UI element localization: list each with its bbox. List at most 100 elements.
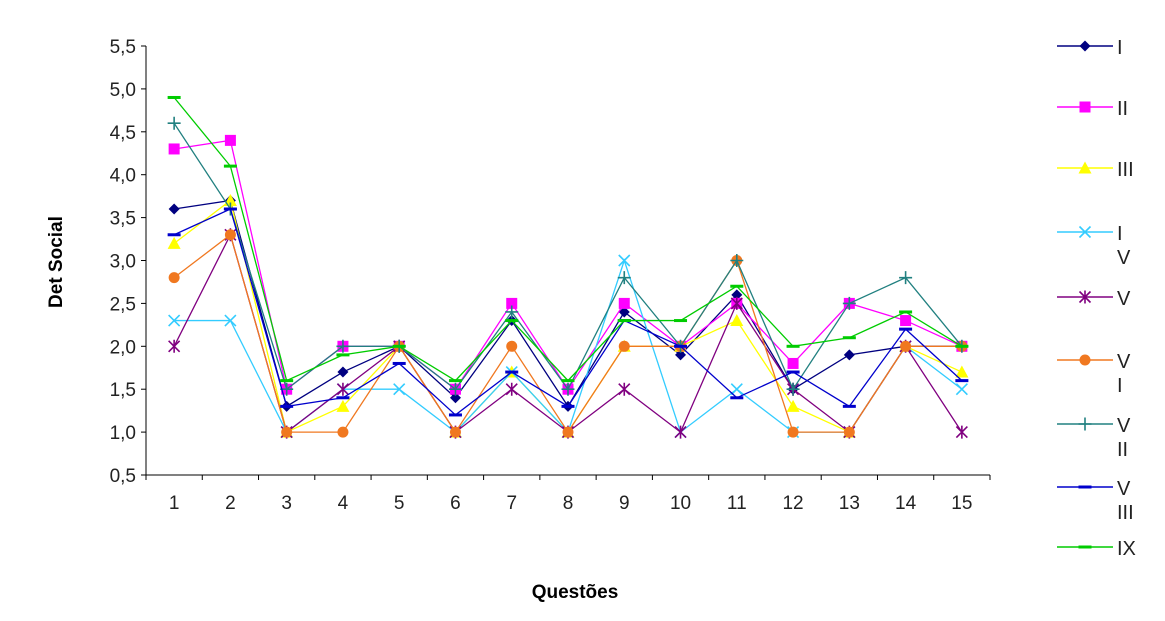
data-point: [223, 164, 237, 168]
y-tick-label: 4,0: [110, 166, 136, 187]
x-tick-label: 15: [951, 493, 972, 514]
data-point: [843, 349, 855, 361]
legend-item-III: III: [1057, 159, 1134, 181]
data-point: [900, 340, 912, 352]
x-tick-label: 5: [394, 493, 405, 514]
data-point: [561, 382, 575, 396]
data-point: [899, 310, 913, 314]
y-tick-label: 0,5: [110, 466, 136, 487]
data-point: [674, 425, 687, 439]
data-point: [675, 349, 687, 361]
data-point: [900, 315, 912, 327]
x-tick-label: 7: [506, 493, 517, 514]
y-axis-tick-labels: 0,5 1,0 1,5 2,0 2,5 3,0 3,5 4,0 4,5 5,0 5,5: [110, 37, 136, 487]
legend-item-IX: IX: [1057, 538, 1136, 560]
series-IX: [167, 95, 969, 383]
x-axis-title: Questões: [532, 582, 619, 603]
legend-item-V: V: [1057, 288, 1131, 310]
legend-label: II: [1117, 98, 1128, 120]
legend-marker: [1078, 545, 1092, 549]
data-point: [506, 297, 518, 309]
data-point: [336, 339, 350, 353]
data-point: [955, 383, 968, 396]
data-point: [168, 272, 180, 284]
data-point: [786, 382, 800, 396]
data-point: [392, 361, 406, 365]
data-point: [786, 370, 800, 374]
data-point: [730, 284, 744, 288]
legend-marker: [1078, 290, 1092, 304]
series-VII: [167, 116, 969, 396]
legend-label: V: [1117, 247, 1131, 269]
data-point: [843, 426, 855, 438]
data-point: [448, 413, 462, 417]
series-line-III: [173, 199, 963, 434]
legend-marker: [1078, 417, 1092, 431]
series-line-VII: [173, 122, 963, 391]
y-tick-label: 3,0: [110, 252, 136, 273]
x-tick-label: 3: [281, 493, 292, 514]
data-point: [787, 357, 799, 369]
data-point: [336, 382, 349, 396]
x-axis-tick-labels: 1 2 3 4 5 6 7 8 9 10 11 12 13 14 15: [169, 493, 973, 514]
y-tick-label: 1,5: [110, 380, 136, 401]
data-point: [561, 379, 575, 383]
legend-marker: [1078, 485, 1092, 489]
data-point: [167, 233, 181, 237]
data-point: [618, 306, 630, 318]
legend-label: V: [1117, 415, 1131, 437]
legend-label: I: [1117, 375, 1123, 397]
legend-marker: [1078, 161, 1092, 174]
x-tick-label: 12: [782, 493, 803, 514]
x-tick-label: 4: [338, 493, 349, 514]
legend-label: V: [1117, 351, 1131, 373]
x-tick-label: 10: [670, 493, 691, 514]
y-tick-label: 4,5: [110, 123, 136, 144]
data-point: [618, 382, 631, 396]
legend-marker: [1079, 40, 1091, 52]
data-point: [617, 271, 631, 285]
data-point: [787, 426, 799, 438]
x-tick-label: 9: [619, 493, 630, 514]
legend-label: I: [1117, 37, 1123, 59]
data-point: [393, 383, 406, 396]
data-point: [786, 344, 800, 348]
data-point: [899, 327, 913, 331]
legend-label: III: [1117, 159, 1134, 181]
data-point: [223, 207, 237, 211]
data-point: [168, 203, 180, 215]
data-point: [618, 297, 630, 309]
x-tick-label: 13: [839, 493, 860, 514]
data-point: [337, 366, 349, 378]
data-point: [618, 254, 631, 267]
data-point: [562, 426, 574, 438]
data-point: [842, 336, 856, 340]
data-point: [168, 314, 181, 327]
data-point: [336, 399, 350, 412]
data-point: [730, 254, 744, 267]
data-point: [899, 271, 913, 285]
legend-label: V: [1117, 288, 1131, 310]
series-layer: [167, 95, 969, 439]
legend-label: V: [1117, 478, 1131, 500]
legend-marker: [1079, 101, 1091, 113]
data-point: [618, 340, 630, 352]
data-point: [336, 396, 350, 400]
data-point: [224, 314, 237, 327]
legend-label: I: [1117, 223, 1123, 245]
data-point: [955, 425, 968, 439]
data-point: [617, 319, 631, 323]
data-point: [505, 370, 519, 374]
y-tick-label: 5,0: [110, 80, 136, 101]
data-point: [449, 426, 461, 438]
data-point: [955, 365, 969, 378]
data-point: [842, 296, 856, 310]
data-point: [674, 319, 688, 323]
data-point: [730, 396, 744, 400]
y-tick-label: 2,0: [110, 337, 136, 358]
data-point: [506, 340, 518, 352]
legend-label: III: [1117, 502, 1134, 524]
data-point: [842, 404, 856, 408]
y-tick-label: 2,5: [110, 294, 136, 315]
